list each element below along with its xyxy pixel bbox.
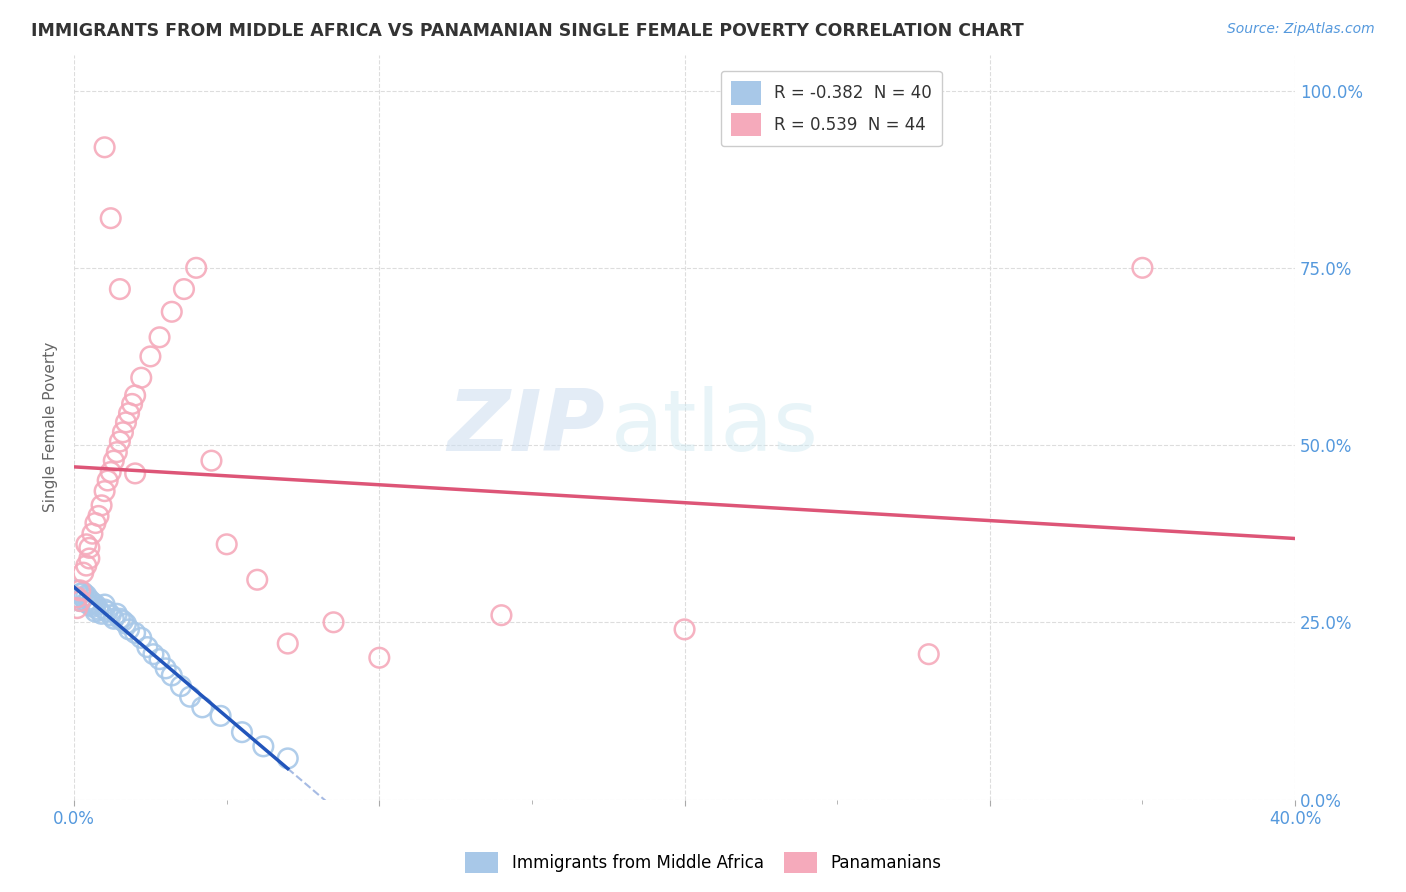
- Point: [108, 434, 131, 449]
- Point: [90, 607, 112, 621]
- Point: [69, 583, 91, 598]
- Point: [139, 350, 162, 364]
- Point: [118, 623, 141, 637]
- Point: [75, 595, 97, 609]
- Point: [129, 370, 152, 384]
- Point: [87, 602, 110, 616]
- Point: [142, 647, 165, 661]
- Point: [173, 282, 195, 296]
- Point: [215, 537, 238, 551]
- Point: [97, 605, 120, 619]
- Text: Source: ZipAtlas.com: Source: ZipAtlas.com: [1227, 22, 1375, 37]
- Text: atlas: atlas: [612, 386, 820, 469]
- Point: [108, 282, 131, 296]
- Point: [75, 537, 97, 551]
- Point: [84, 598, 107, 612]
- Point: [160, 668, 183, 682]
- Point: [79, 598, 101, 612]
- Point: [103, 453, 125, 467]
- Point: [93, 602, 115, 616]
- Point: [170, 679, 193, 693]
- Point: [246, 573, 269, 587]
- Point: [491, 608, 513, 623]
- Point: [673, 623, 696, 637]
- Point: [103, 612, 125, 626]
- Point: [82, 595, 104, 609]
- Point: [100, 211, 122, 226]
- Point: [179, 690, 201, 704]
- Point: [105, 607, 128, 621]
- Point: [124, 388, 146, 402]
- Point: [368, 650, 391, 665]
- Point: [93, 598, 115, 612]
- Point: [66, 591, 89, 605]
- Point: [121, 397, 143, 411]
- Point: [72, 566, 94, 580]
- Point: [100, 465, 122, 479]
- Point: [72, 591, 94, 605]
- Point: [136, 640, 159, 654]
- Point: [93, 484, 115, 499]
- Point: [97, 474, 120, 488]
- Point: [918, 647, 941, 661]
- Point: [322, 615, 344, 630]
- Point: [148, 652, 170, 666]
- Point: [100, 608, 122, 623]
- Point: [111, 614, 134, 628]
- Point: [129, 631, 152, 645]
- Point: [155, 661, 177, 675]
- Point: [186, 260, 208, 275]
- Legend: Immigrants from Middle Africa, Panamanians: Immigrants from Middle Africa, Panamania…: [458, 846, 948, 880]
- Point: [200, 453, 222, 467]
- Point: [115, 616, 138, 631]
- Point: [148, 330, 170, 344]
- Point: [72, 585, 94, 599]
- Point: [87, 508, 110, 523]
- Point: [66, 583, 89, 598]
- Point: [82, 526, 104, 541]
- Point: [79, 541, 101, 555]
- Point: [84, 516, 107, 530]
- Point: [124, 626, 146, 640]
- Point: [124, 467, 146, 481]
- Point: [111, 425, 134, 440]
- Point: [90, 498, 112, 512]
- Point: [69, 594, 91, 608]
- Point: [79, 551, 101, 566]
- Point: [105, 445, 128, 459]
- Point: [69, 594, 91, 608]
- Point: [79, 592, 101, 607]
- Text: ZIP: ZIP: [447, 386, 605, 469]
- Point: [69, 587, 91, 601]
- Legend: R = -0.382  N = 40, R = 0.539  N = 44: R = -0.382 N = 40, R = 0.539 N = 44: [720, 71, 942, 146]
- Text: IMMIGRANTS FROM MIDDLE AFRICA VS PANAMANIAN SINGLE FEMALE POVERTY CORRELATION CH: IMMIGRANTS FROM MIDDLE AFRICA VS PANAMAN…: [31, 22, 1024, 40]
- Point: [93, 140, 115, 154]
- Point: [160, 305, 183, 319]
- Point: [75, 558, 97, 573]
- Point: [75, 588, 97, 602]
- Point: [231, 725, 253, 739]
- Point: [252, 739, 274, 754]
- Point: [82, 599, 104, 614]
- Point: [277, 751, 299, 765]
- Point: [118, 406, 141, 420]
- Point: [108, 612, 131, 626]
- Point: [115, 416, 138, 430]
- Point: [1132, 260, 1154, 275]
- Y-axis label: Single Female Poverty: Single Female Poverty: [44, 343, 58, 513]
- Point: [209, 709, 232, 723]
- Point: [277, 636, 299, 650]
- Point: [191, 700, 214, 714]
- Point: [66, 591, 89, 605]
- Point: [66, 601, 89, 615]
- Point: [84, 605, 107, 619]
